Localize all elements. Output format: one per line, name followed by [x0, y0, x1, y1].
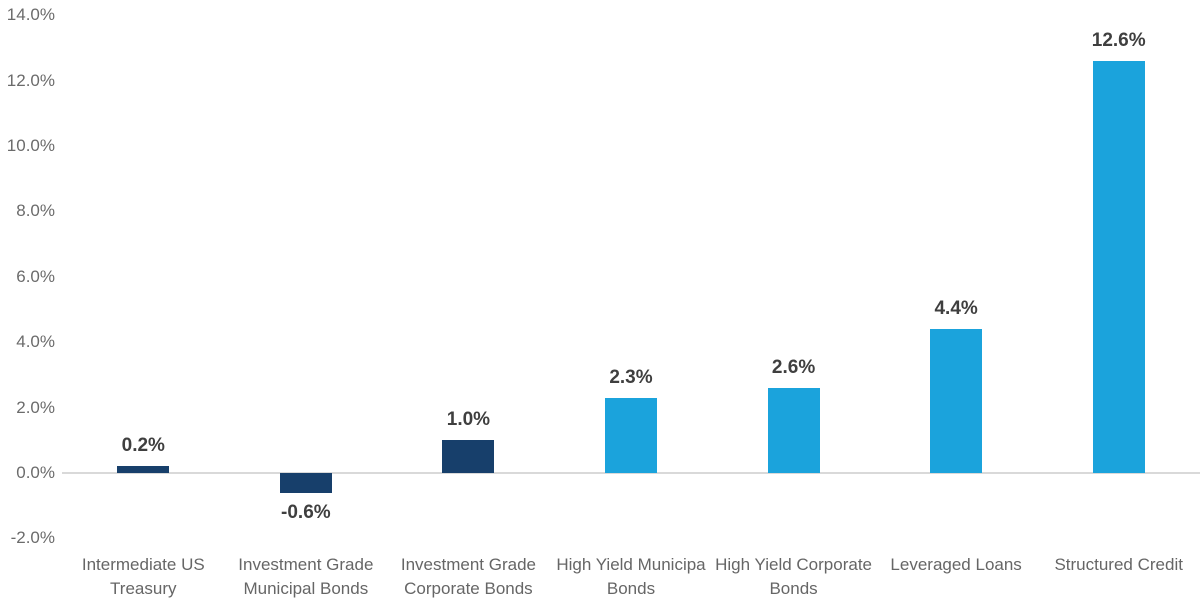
category-label-line: Bonds	[606, 579, 656, 598]
category-label: Leveraged Loans	[875, 553, 1038, 577]
y-tick-label: 4.0%	[16, 332, 55, 352]
y-tick-label: 14.0%	[6, 5, 55, 25]
bar-value-label: 12.6%	[1091, 30, 1146, 52]
category-label-line: Investment Grade	[400, 555, 536, 574]
y-tick-label: 0.0%	[16, 463, 55, 482]
category-label-line: Corporate Bonds	[404, 579, 533, 598]
category-label-line: Investment Grade	[238, 555, 374, 574]
bar-value-label: -0.6%	[281, 501, 331, 523]
category-label-line: Intermediate US	[81, 555, 205, 574]
category-label-line: Bonds	[769, 579, 818, 598]
category-label-line: Municipal Bonds	[243, 579, 369, 598]
bar-value-label: 0.2%	[121, 435, 165, 457]
bar	[117, 466, 170, 473]
bar	[767, 388, 820, 473]
y-tick-label: 2.0%	[16, 397, 55, 417]
y-tick-label: 8.0%	[16, 201, 55, 221]
bar-value-label: 2.6%	[771, 357, 816, 378]
bar-value-label: 4.4%	[934, 298, 978, 320]
y-tick-label: -2.0%	[10, 528, 55, 548]
category-label-line: Treasury	[110, 579, 177, 598]
y-tick-label: 10.0%	[6, 136, 55, 156]
y-tick-label: 6.0%	[16, 266, 55, 286]
y-tick-label: 12.0%	[6, 70, 55, 90]
category-label: High Yield Corporate Bonds	[712, 553, 875, 600]
category-label-line: High Yield Corporate	[715, 555, 872, 574]
zero-axis-line	[62, 472, 1200, 474]
bar	[605, 397, 657, 473]
bar-value-label: 2.3%	[609, 366, 653, 388]
category-label: Structured Credit	[1037, 553, 1200, 577]
category-label: Investment Grade Corporate Bonds	[387, 553, 550, 600]
bar	[442, 440, 495, 473]
category-label-line: High Yield Municipa	[556, 555, 706, 574]
category-label-line: Leveraged Loans	[890, 555, 1022, 574]
category-label: High Yield Municipa Bonds	[550, 553, 713, 600]
category-label: Investment Grade Municipal Bonds	[225, 553, 388, 600]
category-label-line: Structured Credit	[1054, 555, 1183, 574]
bar	[930, 329, 983, 473]
bar	[1092, 61, 1145, 473]
category-label: Intermediate US Treasury	[62, 553, 225, 600]
bar	[279, 473, 332, 493]
bar-value-label: 1.0%	[446, 409, 491, 431]
